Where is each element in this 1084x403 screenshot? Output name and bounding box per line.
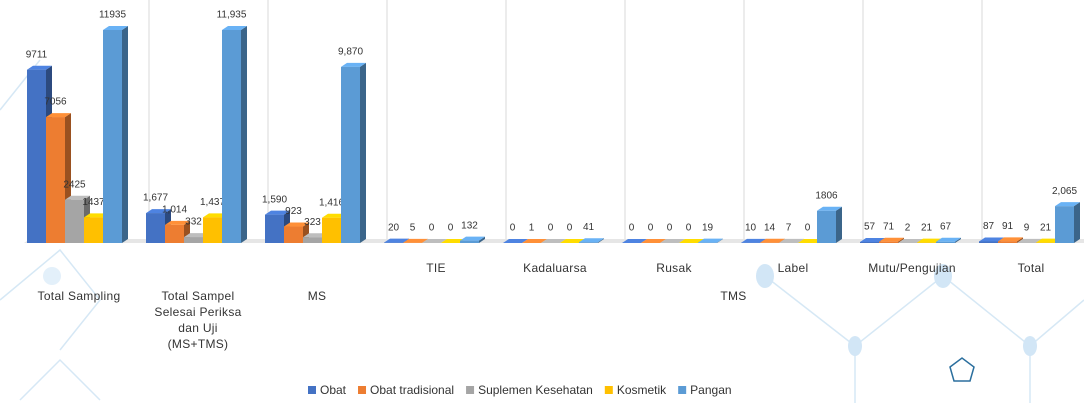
data-label: 21 [1040,222,1052,233]
legend-swatch [678,386,686,394]
bar [222,30,241,243]
data-label: 91 [1002,221,1014,232]
bar [146,213,165,243]
x-tick-label: Rusak [624,260,724,276]
data-label: 19 [702,222,714,233]
data-label: 923 [285,206,302,217]
data-label: 0 [510,223,516,234]
chart-page: 9711705624251437119351,6771,0143321,4371… [0,0,1084,403]
data-label: 71 [883,221,895,232]
data-label: 41 [583,222,595,233]
x-tick-label: Kadaluarsa [505,260,605,276]
data-label: 21 [921,222,933,233]
bar-side [1074,202,1080,243]
data-label: 0 [567,223,573,234]
category-group-label: TMS [684,288,784,304]
data-label: 20 [388,222,400,233]
data-label: 1806 [815,190,838,201]
bar [84,217,103,243]
bar [998,241,1017,243]
data-label: 14 [764,222,776,233]
bar [879,242,898,243]
data-label: 1 [529,223,535,234]
x-tick-label: Total [981,260,1081,276]
bar [979,241,998,243]
data-label: 1,677 [143,193,168,204]
x-tick-label: Mutu/Pengujian [862,260,962,276]
data-label: 1,416 [319,197,344,208]
data-label: 11,935 [217,10,247,21]
data-label: 1,590 [262,194,287,205]
legend-swatch [308,386,316,394]
data-label: 0 [805,223,811,234]
data-label: 57 [864,222,876,233]
data-label: 0 [667,223,673,234]
legend-swatch [605,386,613,394]
data-label: 9,870 [338,46,363,57]
bar [341,67,360,243]
bar-side [241,26,247,243]
bar [303,237,322,243]
data-label: 1,014 [162,205,187,216]
bar [460,241,479,243]
data-label: 0 [429,223,435,234]
data-label: 1437 [82,197,105,208]
bar [27,70,46,243]
x-tick-label: Label [743,260,843,276]
bar [284,227,303,243]
bar [1055,206,1074,243]
data-label: 323 [304,217,321,228]
data-label: 2,065 [1052,186,1077,197]
data-label: 0 [648,223,654,234]
data-label: 10 [745,222,757,233]
bar [203,217,222,243]
bar-side [360,63,366,243]
x-tick-label: Total Sampling [29,288,129,304]
data-label: 7 [786,223,792,234]
data-label: 87 [983,221,995,232]
data-label: 9711 [26,49,48,60]
data-label: 0 [448,223,454,234]
bar [322,218,341,243]
data-label: 0 [548,223,554,234]
data-label: 2 [905,223,911,234]
data-label: 5 [410,223,416,234]
data-label: 2425 [63,179,86,190]
plot-area: 9711705624251437119351,6771,0143321,4371… [24,0,1084,243]
bar [165,225,184,243]
legend-label: Kosmetik [617,383,667,397]
legend-label: Obat [320,383,347,397]
data-label: 11935 [99,10,127,21]
data-label: 0 [629,223,635,234]
legend-swatch [358,386,366,394]
data-label: 332 [185,217,202,228]
legend-label: Suplemen Kesehatan [478,383,593,397]
bar-side [122,26,128,243]
bar [936,242,955,243]
bar [65,200,84,243]
legend-label: Obat tradisional [370,383,454,397]
bar [860,242,879,243]
data-label: 7056 [44,97,67,108]
data-label: 1,437 [200,197,225,208]
legend-swatch [466,386,474,394]
bar [103,30,122,243]
data-label: 67 [940,221,952,232]
bar [46,117,65,243]
data-label: 9 [1024,222,1030,233]
legend-label: Pangan [690,383,731,397]
x-tick-label: TIE [386,260,486,276]
bar [579,242,598,243]
bar [265,215,284,243]
bar-side [836,207,842,243]
x-tick-label: Total Sampel Selesai Periksa dan Uji (MS… [148,288,248,352]
bar [817,211,836,243]
x-tick-label: MS [267,288,367,304]
data-label: 132 [461,220,478,231]
data-label: 0 [686,223,692,234]
bar [184,237,203,243]
